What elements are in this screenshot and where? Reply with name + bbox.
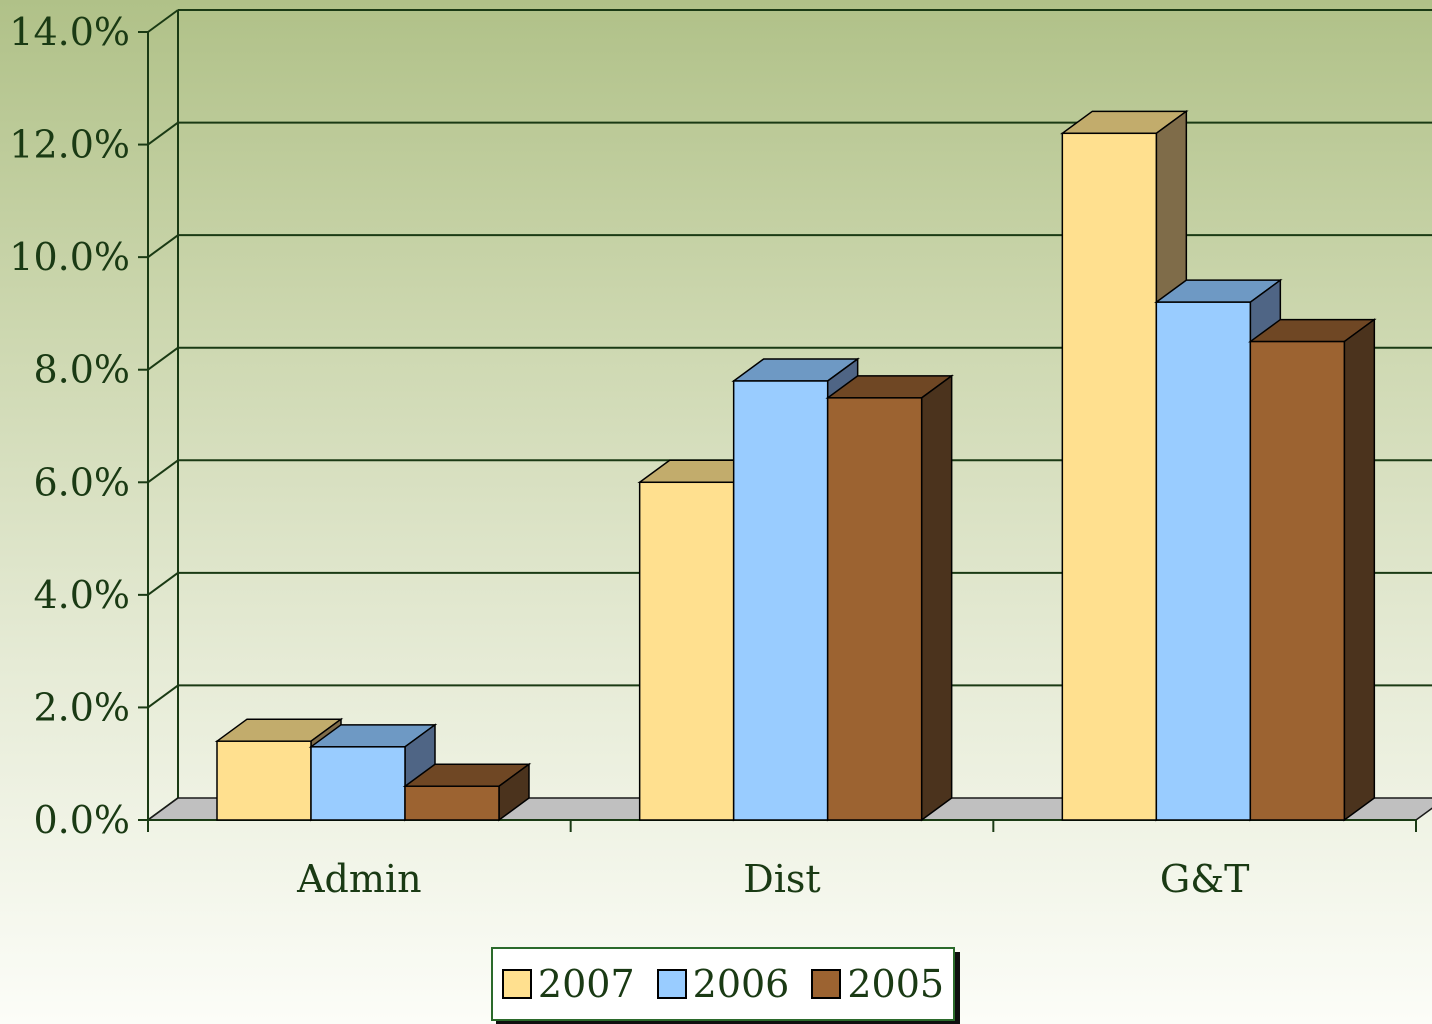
- y-tick-label: 6.0%: [33, 460, 130, 504]
- legend-label: 2006: [692, 962, 790, 1006]
- y-tick-label: 0.0%: [33, 798, 130, 842]
- bar-side: [1343, 318, 1376, 822]
- legend-item: 2006: [656, 962, 790, 1006]
- legend-swatch: [501, 969, 532, 999]
- gridline-depth: [147, 459, 179, 484]
- bars: [214, 109, 1377, 822]
- gridline-depth: [147, 234, 179, 258]
- bar-admin-2005: [402, 762, 532, 822]
- bar-front: [1061, 132, 1158, 821]
- gridline-depth: [147, 9, 179, 33]
- bar-front: [1155, 301, 1252, 821]
- gridline-depth: [147, 684, 179, 709]
- legend: 2007 2006 2005: [491, 947, 955, 1021]
- bar-front: [404, 785, 500, 821]
- bar-front: [1249, 340, 1346, 821]
- bar-g-t-2005: [1248, 318, 1377, 822]
- x-category-label: Dist: [743, 857, 820, 901]
- legend-swatch: [656, 969, 687, 999]
- gridline-depth: [147, 346, 179, 371]
- bar-dist-2005: [825, 374, 954, 822]
- legend-label: 2007: [537, 962, 635, 1006]
- gridline-depth: [147, 121, 179, 146]
- gridline-depth: [147, 572, 179, 596]
- y-tick-label: 8.0%: [33, 348, 130, 392]
- legend-swatch: [811, 969, 842, 999]
- bar-front: [638, 481, 735, 821]
- bar-front: [216, 740, 312, 821]
- y-tick-label: 10.0%: [9, 235, 130, 279]
- y-tick-label: 4.0%: [33, 573, 130, 617]
- x-tick-labels: Admin Dist G&T: [296, 857, 1249, 901]
- x-category-label: Admin: [296, 857, 421, 901]
- y-tick-label: 14.0%: [9, 10, 130, 54]
- bar-front: [732, 380, 829, 821]
- legend-item: 2005: [811, 965, 944, 1003]
- y-tick-label: 2.0%: [33, 685, 130, 729]
- y-tick-label: 12.0%: [9, 123, 130, 167]
- bar-front: [826, 397, 923, 821]
- y-tick-labels: 0.0% 2.0% 4.0% 6.0% 8.0% 10.0% 12.0% 14.0%: [9, 10, 130, 842]
- bar-front: [310, 746, 406, 821]
- legend-item: 2007: [501, 962, 635, 1006]
- bar-side: [920, 374, 953, 822]
- legend-label: 2005: [847, 962, 945, 1006]
- x-category-label: G&T: [1160, 857, 1250, 901]
